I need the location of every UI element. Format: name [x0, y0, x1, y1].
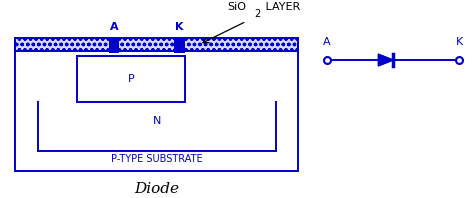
Text: A: A	[323, 37, 330, 47]
Text: Diode: Diode	[134, 182, 179, 196]
Text: 2: 2	[254, 9, 260, 19]
Bar	[174, 38, 184, 53]
Text: SiO: SiO	[228, 2, 246, 12]
Text: LAYER: LAYER	[262, 2, 300, 12]
Text: P: P	[128, 74, 135, 84]
Polygon shape	[378, 54, 393, 66]
Text: A: A	[110, 22, 118, 32]
Bar	[15, 38, 299, 171]
Bar	[15, 38, 299, 51]
Text: N: N	[153, 116, 161, 126]
Bar	[109, 38, 119, 53]
Text: K: K	[175, 22, 183, 32]
Text: P-TYPE SUBSTRATE: P-TYPE SUBSTRATE	[111, 154, 202, 164]
Text: K: K	[456, 37, 463, 47]
